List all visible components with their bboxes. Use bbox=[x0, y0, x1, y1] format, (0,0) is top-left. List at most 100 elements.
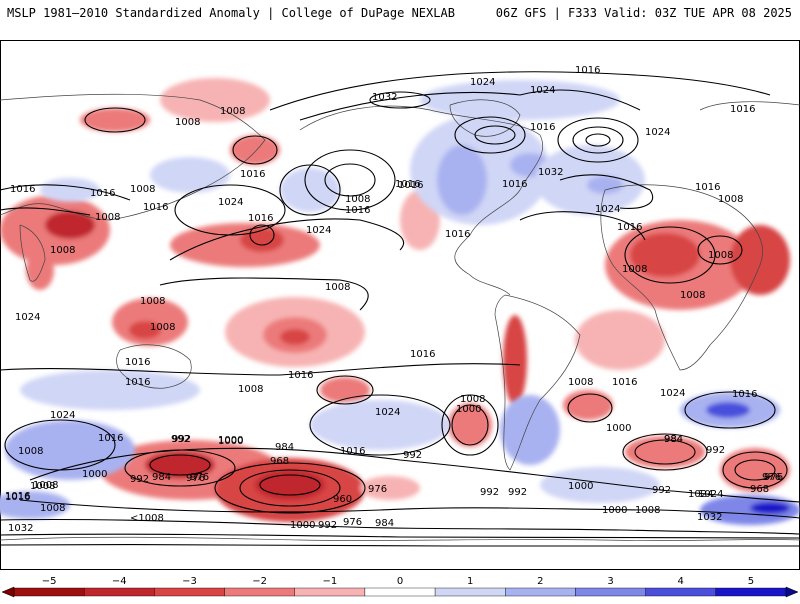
contour-label: 1000 bbox=[568, 481, 593, 492]
contour-label: 1016 bbox=[575, 65, 600, 76]
contour-label: 984 bbox=[275, 442, 294, 453]
isobar-1008-africa-low bbox=[624, 226, 716, 284]
colorbar-bin bbox=[294, 587, 366, 597]
colorbar-bin bbox=[505, 587, 576, 597]
anomaly-south-indian bbox=[5, 420, 135, 480]
contour-label: 992 bbox=[508, 487, 527, 498]
isobar-1024-atlantic bbox=[559, 174, 653, 209]
run-info: 06Z GFS | F333 Valid: 03Z TUE APR 08 202… bbox=[495, 6, 792, 20]
contour-label: 1024 bbox=[218, 197, 243, 208]
contour-label: 992 bbox=[706, 445, 725, 456]
contour-label: 1008 bbox=[140, 296, 165, 307]
contour-label: 984 bbox=[664, 434, 683, 445]
isobar-1032-north-pacific-high bbox=[324, 163, 376, 197]
isobar-976-southern-b bbox=[239, 469, 341, 507]
anomaly-south-pacific-high bbox=[310, 400, 450, 450]
coast-south-america bbox=[494, 294, 581, 471]
isobar-992-southern bbox=[19, 499, 800, 519]
anomaly-arabia bbox=[40, 178, 100, 202]
contour-label: 1024 bbox=[50, 410, 75, 421]
isobar-1024-arctic bbox=[519, 89, 641, 111]
anomaly-india bbox=[26, 250, 54, 290]
contour-label: 1016 bbox=[248, 213, 273, 224]
contour-label: 1016 bbox=[695, 182, 720, 193]
contour-label: 1008 bbox=[708, 250, 733, 261]
contour-label: 1032 bbox=[8, 523, 33, 534]
colorbar-tick-label: 5 bbox=[748, 576, 754, 587]
contour-label: 1000 bbox=[606, 423, 631, 434]
anomaly-south-pacific-center bbox=[280, 329, 310, 345]
isobar-984-southern-b bbox=[214, 462, 366, 514]
contour-label: 1008 bbox=[50, 245, 75, 256]
contour-label: 984 bbox=[664, 434, 683, 445]
contour-label: 1008 bbox=[635, 505, 660, 516]
contour-label: 1016 bbox=[98, 433, 123, 444]
colorbar-tick-label: 3 bbox=[607, 576, 613, 587]
isobar-1024-south-atlantic bbox=[684, 391, 776, 429]
colorbar-bin bbox=[645, 587, 717, 597]
isobar-1016-antarctic bbox=[0, 533, 800, 539]
contour-label: 1008 bbox=[238, 384, 263, 395]
colorbar: −5 −4 −3 −2 −1 0 1 2 3 4 5 bbox=[0, 570, 800, 600]
isobar-1016-greenland bbox=[454, 116, 526, 154]
colorbar-bin bbox=[13, 587, 85, 597]
isobar-976-far-east bbox=[734, 459, 776, 481]
contour-label: 1000 bbox=[82, 469, 107, 480]
coast-antarctica bbox=[0, 536, 800, 541]
contour-label: 1000 bbox=[290, 520, 315, 531]
anomaly-antarctic-east-core bbox=[750, 502, 790, 514]
contour-label: 1016 bbox=[90, 188, 115, 199]
contour-label: 968 bbox=[270, 456, 289, 467]
colorbar-tick-label: −4 bbox=[112, 576, 127, 587]
contour-label: 1008 bbox=[33, 480, 58, 491]
contour-label: 1016 bbox=[617, 222, 642, 233]
contour-label: 1008 bbox=[30, 481, 55, 492]
contour-label: 992 bbox=[403, 450, 422, 461]
colorbar-bins bbox=[13, 587, 787, 597]
negative-anomaly-shading bbox=[0, 78, 790, 522]
anomaly-southern-ocean-c bbox=[360, 476, 420, 500]
anomaly-siberia-high bbox=[150, 157, 230, 193]
anomaly-siberia bbox=[160, 78, 270, 122]
contour-labels: 1016 1024 1032 1024 1016 1016 1008 1024 … bbox=[5, 65, 783, 534]
isobar-1008-kamchatka bbox=[232, 135, 278, 165]
colorbar-tick-labels: −5 −4 −3 −2 −1 0 1 2 3 4 5 bbox=[42, 576, 754, 587]
contour-label: 1008 bbox=[622, 264, 647, 275]
colorbar-tick-label: −5 bbox=[42, 576, 57, 587]
anomaly-far-east-low bbox=[720, 448, 790, 492]
anomaly-north-pacific-core bbox=[240, 228, 284, 252]
anomaly-indian-ocean-low bbox=[625, 436, 705, 468]
contour-label: 1016 bbox=[288, 370, 313, 381]
contour-label: 1016 bbox=[410, 349, 435, 360]
anomaly-australia-south bbox=[20, 370, 200, 410]
coast-africa bbox=[600, 184, 763, 371]
contour-label: 976 bbox=[762, 472, 781, 483]
contour-label: 1024 bbox=[645, 127, 670, 138]
colorbar-tick-label: −3 bbox=[182, 576, 197, 587]
contour-label: 1008 bbox=[18, 446, 43, 457]
anomaly-southern-ocean-a-core bbox=[145, 451, 215, 479]
anomaly-kamchatka bbox=[230, 135, 280, 165]
isobar-1016-north bbox=[269, 71, 771, 111]
contour-label: 1032 bbox=[697, 512, 722, 523]
contour-label: 1016 bbox=[730, 104, 755, 115]
anomaly-south-atlantic bbox=[575, 310, 665, 370]
contour-label: 984 bbox=[375, 518, 394, 529]
colorbar-bin bbox=[224, 587, 295, 597]
colorbar-tick-label: 4 bbox=[678, 576, 684, 587]
coast-australia bbox=[116, 344, 192, 389]
anomaly-north-america-core bbox=[437, 145, 487, 215]
contour-label: 1024 bbox=[660, 388, 685, 399]
isobar-1008-south-pacific bbox=[316, 375, 374, 405]
contour-label: 1016 bbox=[240, 169, 265, 180]
contour-label: 976 bbox=[368, 484, 387, 495]
isobar-1032-arctic bbox=[369, 91, 431, 109]
isobar-1024-greenland bbox=[474, 125, 516, 145]
isobar-1016-aleutian bbox=[279, 164, 341, 216]
contour-label: 1024 bbox=[375, 407, 400, 418]
contour-label: 1032 bbox=[372, 92, 397, 103]
contour-label: 984 bbox=[152, 472, 171, 483]
anomaly-andes bbox=[503, 315, 527, 405]
isobar-1008-bering bbox=[84, 107, 146, 133]
contour-label: 1016 bbox=[10, 184, 35, 195]
